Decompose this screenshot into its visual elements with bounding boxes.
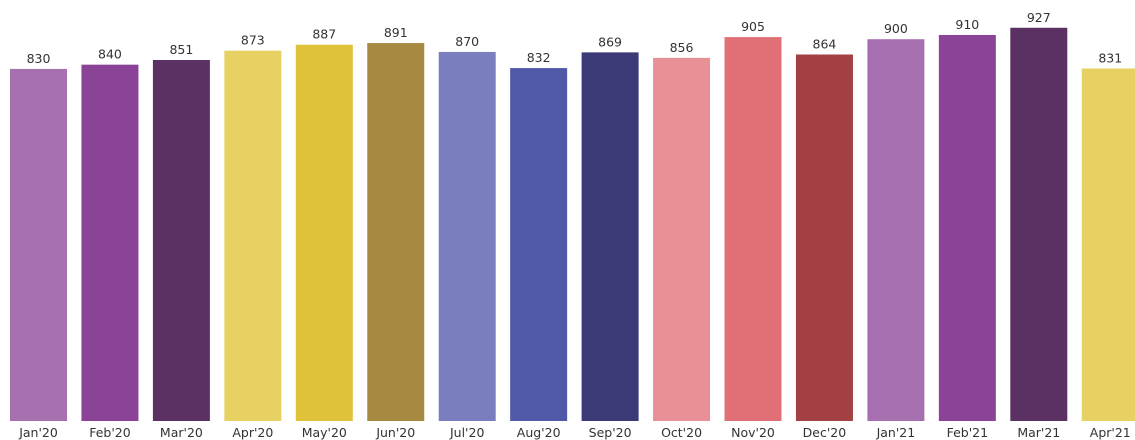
value-label-15: 831: [1098, 50, 1122, 65]
bar-15[interactable]: [1081, 68, 1135, 422]
x-tick-label-10: Nov'20: [731, 425, 775, 440]
value-labels-layer: 830 840 851 873 887 891 870 832 869 856 905 864 900 9…: [27, 10, 1123, 66]
value-label-8: 869: [598, 34, 622, 49]
value-label-1: 840: [98, 47, 122, 62]
x-tick-label-6: Jul'20: [449, 425, 484, 440]
value-label-14: 927: [1027, 10, 1051, 25]
bar-3[interactable]: [224, 50, 282, 422]
value-label-9: 856: [670, 40, 694, 55]
x-tick-label-8: Sep'20: [589, 425, 632, 440]
value-label-10: 905: [741, 19, 765, 34]
bar-8[interactable]: [581, 52, 639, 422]
value-label-2: 851: [169, 42, 193, 57]
x-tick-label-12: Jan'21: [876, 425, 916, 440]
bar-7[interactable]: [510, 68, 568, 421]
x-tick-label-4: May'20: [302, 425, 347, 440]
bar-4[interactable]: [295, 44, 353, 421]
bar-12[interactable]: [867, 39, 925, 421]
x-tick-label-15: Apr'21: [1090, 425, 1131, 440]
bar-10[interactable]: [724, 37, 782, 421]
x-tick-label-0: Jan'20: [18, 425, 58, 440]
bar-11[interactable]: [795, 54, 853, 422]
bar-5[interactable]: [367, 43, 425, 421]
x-tick-label-14: Mar'21: [1017, 425, 1060, 440]
bar-9[interactable]: [653, 57, 711, 421]
bar-14[interactable]: [1010, 27, 1068, 422]
bar-1[interactable]: [81, 64, 139, 422]
x-tick-label-13: Feb'21: [947, 425, 988, 440]
x-tick-label-2: Mar'20: [160, 425, 203, 440]
bar-2[interactable]: [152, 60, 210, 421]
x-tick-label-11: Dec'20: [803, 425, 847, 440]
value-label-0: 830: [27, 51, 51, 66]
bar-6[interactable]: [438, 51, 496, 421]
x-tick-label-3: Apr'20: [232, 425, 273, 440]
value-label-12: 900: [884, 21, 908, 36]
value-label-4: 887: [312, 27, 336, 42]
value-label-3: 873: [241, 33, 265, 48]
value-label-11: 864: [813, 36, 837, 51]
value-label-7: 832: [527, 50, 551, 65]
value-label-5: 891: [384, 25, 408, 40]
value-label-6: 870: [455, 34, 479, 49]
x-tick-label-1: Feb'20: [89, 425, 131, 440]
x-axis-tick-labels: Jan'20 Feb'20 Mar'20 Apr'20 May'20 Jun'20 Jul'…: [18, 425, 1131, 440]
x-tick-label-9: Oct'20: [661, 425, 702, 440]
x-tick-label-5: Jun'20: [375, 425, 415, 440]
value-label-13: 910: [955, 17, 979, 32]
bars-layer: [10, 27, 1135, 422]
x-tick-label-7: Aug'20: [517, 425, 561, 440]
bar-13[interactable]: [938, 34, 996, 421]
bar-0[interactable]: [10, 68, 67, 421]
